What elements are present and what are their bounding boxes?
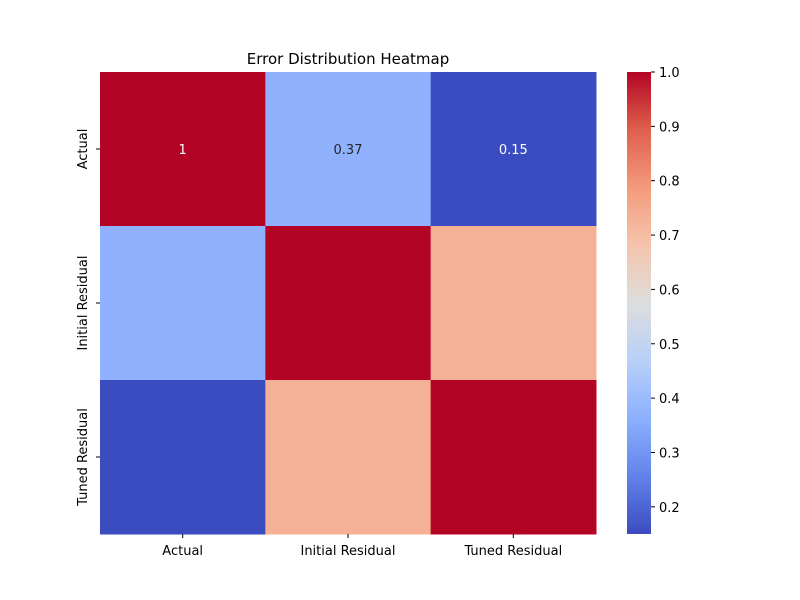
colorbar-tick-label: 0.4 (659, 392, 680, 407)
heatmap-cell (265, 380, 432, 535)
colorbar-tick-label: 0.3 (659, 446, 680, 461)
y-tick-label: Tuned Residual (76, 408, 91, 507)
colorbar-tick-label: 1.0 (659, 66, 680, 81)
heatmap-cell (430, 226, 597, 381)
colorbar (627, 72, 651, 534)
heatmap-cell (100, 72, 266, 227)
heatmap-cell (100, 380, 266, 535)
heatmap-cell (265, 72, 432, 227)
heatmap-cell (430, 72, 597, 227)
x-tick-label: Actual (162, 544, 203, 559)
y-axis-ticks: Actual Initial Residual Tuned Residual (76, 129, 100, 507)
colorbar-tick-label: 0.8 (659, 175, 680, 190)
heatmap-cells (100, 72, 597, 535)
chart-title: Error Distribution Heatmap (247, 50, 450, 68)
cell-annotation: 1 (179, 143, 187, 158)
x-tick-label: Tuned Residual (463, 544, 562, 559)
colorbar-tick-label: 0.7 (659, 229, 680, 244)
x-tick-label: Initial Residual (300, 544, 395, 559)
colorbar-tick-label: 0.2 (659, 501, 680, 516)
y-tick-label: Initial Residual (76, 255, 91, 350)
cell-annotation: 0.15 (499, 143, 528, 158)
heatmap-cell (430, 380, 597, 535)
colorbar-tick-label: 0.6 (659, 283, 680, 298)
x-axis-ticks: Actual Initial Residual Tuned Residual (162, 534, 562, 559)
y-tick-label: Actual (76, 129, 91, 170)
heatmap-cell (100, 226, 266, 381)
colorbar-tick-label: 0.9 (659, 120, 680, 135)
colorbar-ticks: 0.2 0.3 0.4 0.5 0.6 0.7 0.8 0.9 1.0 (651, 66, 680, 516)
heatmap-cell (265, 226, 432, 381)
colorbar-tick-label: 0.5 (659, 338, 680, 353)
cell-annotations: 1 0.37 0.15 (179, 143, 528, 158)
cell-annotation: 0.37 (334, 143, 363, 158)
